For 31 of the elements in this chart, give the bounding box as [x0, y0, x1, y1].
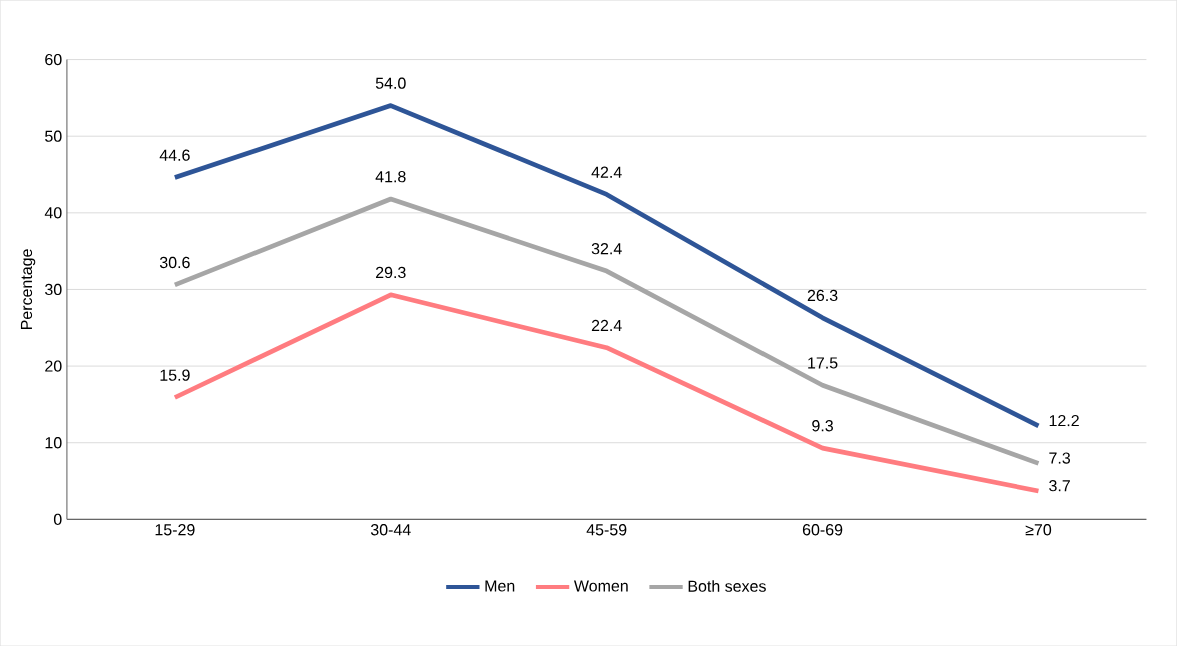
data-label: 41.8: [375, 170, 406, 183]
data-label: 3.7: [1049, 479, 1070, 492]
x-tick-label: 45-59: [586, 523, 627, 536]
x-tick-label: 15-29: [155, 523, 195, 536]
legend-label: Women: [573, 580, 628, 592]
data-label: 30.6: [159, 256, 190, 269]
data-label: 26.3: [807, 289, 838, 301]
x-tick-label: 60-69: [802, 523, 843, 536]
x-tick-label: 30-44: [370, 523, 411, 536]
y-tick-label: 30: [45, 283, 62, 296]
y-tick-label: 50: [45, 130, 62, 142]
y-tick-label: 0: [53, 513, 62, 525]
data-label: 42.4: [591, 166, 622, 178]
y-tick-label: 10: [45, 436, 62, 449]
data-label: 15.9: [160, 369, 190, 381]
y-tick-label: 20: [45, 360, 62, 372]
x-tick-label: ≥70: [1025, 523, 1052, 536]
data-label: 7.3: [1049, 452, 1071, 464]
data-label: 32.4: [591, 242, 622, 255]
legend-label: Men: [485, 580, 515, 592]
data-label: 29.3: [375, 266, 406, 279]
data-label: 17.5: [808, 357, 838, 369]
y-tick-label: 60: [45, 53, 62, 66]
legend-label: Both sexes: [688, 580, 766, 592]
y-tick-label: 40: [44, 207, 62, 219]
data-label: 54.0: [375, 77, 406, 89]
data-label: 44.6: [159, 149, 190, 161]
data-label: 12.2: [1049, 414, 1079, 427]
y-axis-title: Percentage: [20, 249, 36, 329]
data-label: 22.4: [591, 319, 622, 331]
data-label: 9.3: [812, 419, 833, 432]
